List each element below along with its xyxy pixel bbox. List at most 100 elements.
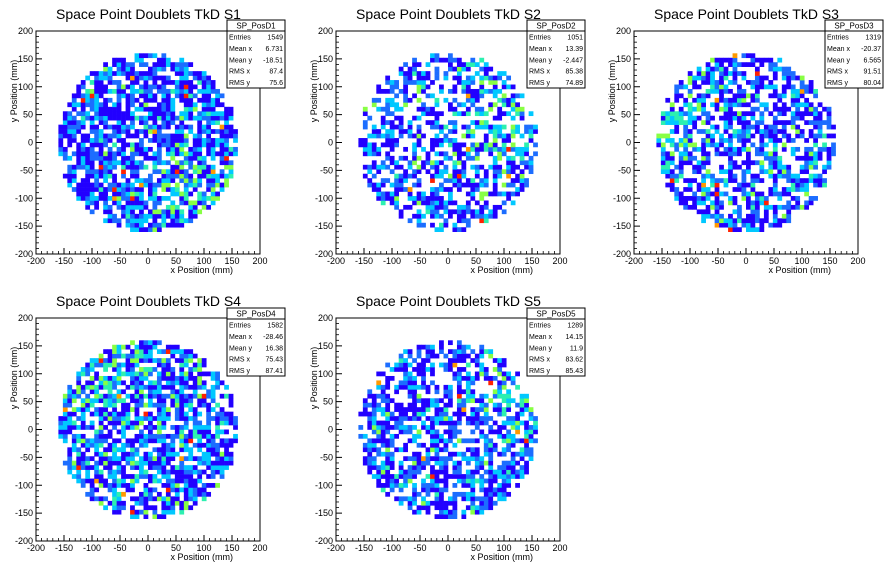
stats-value: 75.43 <box>265 357 283 364</box>
histogram-bin <box>161 500 167 506</box>
histogram-bin <box>412 93 417 99</box>
histogram-bin <box>156 362 162 368</box>
histogram-bin <box>741 218 747 224</box>
histogram-bin <box>795 182 801 188</box>
histogram-bin <box>714 80 720 85</box>
histogram-bin <box>139 353 144 359</box>
histogram-bin <box>528 133 534 139</box>
histogram-bin <box>367 115 373 121</box>
histogram-bin <box>121 120 126 125</box>
histogram-bin <box>763 155 769 161</box>
histogram-bin <box>443 218 449 224</box>
histogram-bin <box>710 84 715 90</box>
histogram-bin <box>692 164 698 170</box>
histogram-bin <box>362 433 368 439</box>
histogram-bin <box>524 420 529 426</box>
histogram-bin <box>116 71 122 76</box>
histogram-bin <box>174 500 180 506</box>
histogram-bin <box>461 142 467 148</box>
histogram-bins <box>58 340 238 519</box>
histogram-bin <box>474 371 480 377</box>
histogram-bin <box>448 393 453 399</box>
histogram-bin <box>98 120 104 125</box>
histogram-bin <box>452 420 458 426</box>
histogram-bin <box>183 420 189 426</box>
histogram-bin <box>804 102 810 108</box>
histogram-bin <box>94 71 100 76</box>
histogram-bin <box>416 178 422 183</box>
histogram-bin <box>674 173 680 179</box>
histogram-bin <box>367 456 373 462</box>
histogram-bin <box>669 187 675 192</box>
y-tick-label: 200 <box>616 26 631 36</box>
histogram-bin <box>174 478 180 484</box>
histogram-bin <box>67 182 73 188</box>
histogram-bin <box>112 505 117 511</box>
histogram-bin <box>161 416 167 421</box>
histogram-bin <box>174 349 180 354</box>
histogram-bin <box>448 138 453 143</box>
histogram-bin <box>515 416 520 421</box>
histogram-bin <box>465 222 471 228</box>
histogram-bin <box>197 97 203 103</box>
histogram-bin <box>763 84 769 90</box>
histogram-bin <box>448 496 453 502</box>
histogram-bin <box>130 84 135 90</box>
histogram-bin <box>80 106 86 112</box>
histogram-bin <box>750 178 756 183</box>
histogram-bin <box>741 146 747 152</box>
histogram-bin <box>170 496 176 502</box>
histogram-bin <box>130 496 135 502</box>
histogram-bin <box>210 371 216 377</box>
histogram-bin <box>80 115 86 121</box>
histogram-bin <box>165 146 171 152</box>
histogram-bin <box>148 411 153 417</box>
histogram-bin <box>510 425 516 430</box>
histogram-bin <box>528 433 534 439</box>
histogram-bin <box>497 407 503 412</box>
histogram-bin <box>412 160 417 166</box>
histogram-bin <box>416 182 422 188</box>
histogram-bin <box>58 138 64 143</box>
histogram-bin <box>470 398 476 404</box>
histogram-bin <box>759 57 765 63</box>
histogram-bin <box>826 155 832 161</box>
histogram-bin <box>501 375 507 381</box>
histogram-bin <box>134 389 140 395</box>
histogram-bin <box>139 209 144 215</box>
histogram-bin <box>188 84 194 90</box>
histogram-bin <box>465 209 471 215</box>
histogram-bin <box>790 146 796 152</box>
histogram-bin <box>121 344 126 350</box>
histogram-bin <box>701 71 706 76</box>
histogram-bin <box>148 191 153 197</box>
histogram-bin <box>488 487 494 493</box>
histogram-bin <box>85 393 91 399</box>
histogram-bin <box>103 133 108 139</box>
histogram-bin <box>94 111 100 117</box>
histogram-bin <box>479 88 485 94</box>
histogram-bin <box>443 155 449 161</box>
y-axis-label: y Position (mm) <box>607 60 617 123</box>
histogram-bin <box>456 160 462 166</box>
histogram-bin <box>174 375 180 381</box>
histogram-bin <box>112 218 117 224</box>
histogram-bin <box>80 155 86 161</box>
histogram-bin <box>781 164 787 170</box>
histogram-bin <box>139 164 144 170</box>
histogram-bin <box>116 93 122 99</box>
histogram-bin <box>174 84 180 90</box>
histogram-bin <box>143 487 149 493</box>
histogram-bin <box>470 505 476 511</box>
histogram-bin <box>412 433 417 439</box>
histogram-bin <box>170 442 176 448</box>
histogram-bin <box>705 71 711 76</box>
histogram-bin <box>121 209 126 215</box>
histogram-bin <box>112 407 117 412</box>
histogram-bin <box>380 438 386 444</box>
histogram-bin <box>121 115 126 121</box>
histogram-bin <box>148 146 153 152</box>
histogram-bin <box>772 133 778 139</box>
histogram-bin <box>89 155 95 161</box>
histogram-bin <box>524 442 529 448</box>
